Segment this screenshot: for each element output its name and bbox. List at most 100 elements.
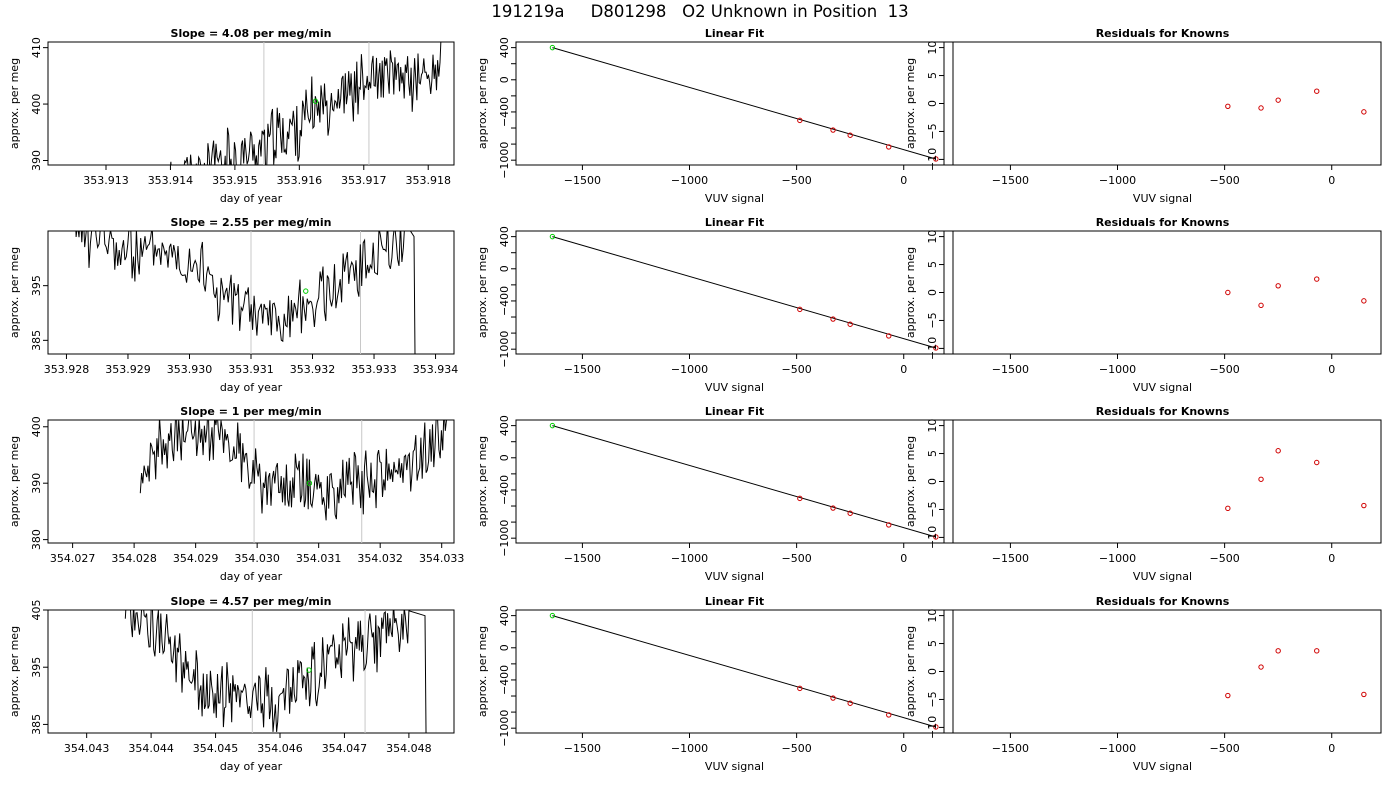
y-tick-label: 380 — [30, 529, 43, 550]
y-tick-label: −1000 — [498, 331, 511, 368]
x-tick-label: 353.931 — [228, 363, 274, 376]
panel-title: Slope = 4.08 per meg/min — [171, 27, 332, 40]
page-title: 191219a D801298 O2 Unknown in Position 1… — [491, 2, 909, 21]
x-axis-label: VUV signal — [1133, 760, 1192, 773]
plot-frame — [515, 41, 954, 166]
known-point — [886, 522, 892, 528]
known-point — [1314, 648, 1320, 654]
x-tick-label: −1000 — [671, 363, 708, 376]
y-tick-label: 10 — [926, 41, 939, 55]
plot-frame — [943, 609, 1382, 734]
y-tick-label: −1000 — [498, 710, 511, 747]
y-axis-label: approx. per meg — [8, 436, 21, 527]
panel-3-1: Linear Fit −1500 −1000 −500 0 400 0 −400 −1000 VU… — [476, 595, 954, 773]
x-tick-label: 354.032 — [357, 552, 403, 565]
y-tick-label: 390 — [30, 473, 43, 494]
x-axis-label: day of year — [220, 192, 283, 205]
y-tick-label: 400 — [30, 94, 43, 115]
panel-title: Linear Fit — [705, 595, 764, 608]
unknown-point — [549, 612, 556, 619]
known-point — [830, 505, 836, 511]
panel-0-2: Residuals for Knowns −1500 −1000 −500 0 10 5 0 −… — [904, 27, 1382, 205]
x-tick-label: 0 — [1328, 363, 1335, 376]
y-tick-label: 395 — [30, 657, 43, 678]
x-tick-label: −1000 — [671, 742, 708, 755]
x-tick-label: 0 — [900, 552, 907, 565]
known-point — [886, 144, 892, 150]
y-tick-label: −400 — [498, 475, 511, 505]
y-tick-label: −400 — [498, 286, 511, 316]
y-tick-label: −5 — [926, 312, 939, 328]
panel-2-0: Slope = 1 per meg/min 354.027 354.028 354.0… — [8, 405, 464, 583]
y-tick-label: −400 — [498, 665, 511, 695]
x-tick-label: 354.030 — [234, 552, 280, 565]
y-tick-label: 0 — [926, 289, 939, 296]
y-axis-label: approx. per meg — [8, 247, 21, 338]
x-tick-label: −1500 — [992, 363, 1029, 376]
y-axis-label: approx. per meg — [904, 58, 917, 149]
known-point — [1314, 459, 1320, 466]
y-axis-label: approx. per meg — [904, 436, 917, 527]
y-tick-label: 400 — [30, 416, 43, 437]
x-axis-label: VUV signal — [705, 381, 764, 394]
known-point — [797, 685, 803, 692]
y-tick-label: 385 — [30, 714, 43, 735]
y-tick-label: 400 — [498, 605, 511, 626]
x-axis-label: VUV signal — [1133, 570, 1192, 583]
x-axis-label: VUV signal — [705, 570, 764, 583]
known-point — [830, 316, 836, 322]
plot-frame — [515, 609, 954, 734]
x-tick-label: −1500 — [992, 552, 1029, 565]
x-tick-label: 0 — [900, 742, 907, 755]
panel-title: Slope = 1 per meg/min — [180, 405, 321, 418]
unknown-marker — [306, 480, 313, 486]
x-tick-label: −1500 — [992, 174, 1029, 187]
y-axis-label: approx. per meg — [8, 58, 21, 149]
x-tick-label: 353.915 — [212, 174, 258, 187]
y-tick-label: −400 — [498, 97, 511, 127]
x-tick-label: −1000 — [1099, 742, 1136, 755]
plot-frame — [943, 230, 1382, 355]
panel-title: Linear Fit — [705, 27, 764, 40]
x-tick-label: 354.031 — [296, 552, 342, 565]
y-tick-label: 410 — [30, 37, 43, 58]
y-axis-label: approx. per meg — [476, 436, 489, 527]
x-tick-label: −500 — [1210, 363, 1240, 376]
y-axis-label: approx. per meg — [904, 626, 917, 717]
y-axis-label: approx. per meg — [8, 626, 21, 717]
x-tick-label: −1500 — [564, 742, 601, 755]
unknown-point — [549, 44, 556, 51]
known-point — [797, 495, 803, 502]
known-point — [886, 712, 892, 718]
known-point — [933, 724, 939, 730]
y-tick-label: 0 — [498, 644, 511, 651]
known-point — [933, 534, 939, 540]
y-tick-label: 0 — [498, 265, 511, 272]
known-point — [1258, 664, 1264, 670]
x-tick-label: −1000 — [1099, 552, 1136, 565]
x-tick-label: 0 — [1328, 174, 1335, 187]
x-tick-label: 353.914 — [148, 174, 194, 187]
known-point — [1225, 692, 1231, 699]
y-tick-label: 390 — [30, 150, 43, 171]
x-axis-label: day of year — [220, 760, 283, 773]
y-tick-label: −1000 — [498, 520, 511, 557]
panel-title: Residuals for Knowns — [1096, 216, 1230, 229]
y-axis-label: approx. per meg — [476, 247, 489, 338]
unknown-marker — [306, 667, 312, 673]
x-tick-label: −1000 — [671, 174, 708, 187]
panel-title: Slope = 4.57 per meg/min — [171, 595, 332, 608]
known-point — [1258, 476, 1264, 482]
panel-title: Linear Fit — [705, 216, 764, 229]
known-point — [933, 345, 939, 351]
x-tick-label: 354.027 — [50, 552, 96, 565]
unknown-marker — [303, 288, 309, 294]
y-tick-label: 395 — [30, 275, 43, 296]
known-point — [1258, 302, 1264, 309]
x-tick-label: 354.044 — [128, 742, 174, 755]
y-tick-label: −10 — [926, 148, 939, 171]
fit-line — [552, 425, 937, 538]
x-tick-label: 354.048 — [386, 742, 432, 755]
known-point — [1275, 283, 1281, 289]
